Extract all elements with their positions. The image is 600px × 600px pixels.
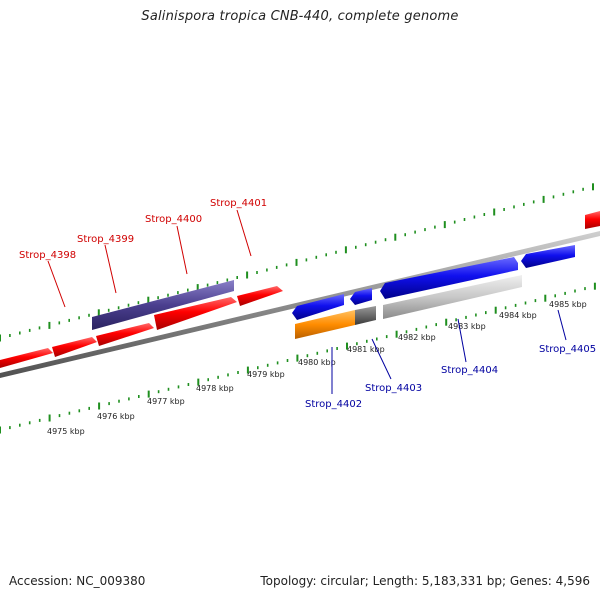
upper-scale-ticks xyxy=(0,183,594,342)
gene-arrow-forward[interactable] xyxy=(585,211,600,229)
gene-strop-4403[interactable] xyxy=(355,306,376,325)
gene-label-strop-4401[interactable]: Strop_4401 xyxy=(210,198,267,209)
map-title: Salinispora tropica CNB-440, complete ge… xyxy=(141,9,459,24)
scale-label: 4981 kbp xyxy=(347,345,385,354)
gene-strop-4402-part[interactable] xyxy=(292,294,344,320)
gene-label-strop-4402[interactable]: Strop_4402 xyxy=(305,399,362,410)
gene-strop-4400[interactable] xyxy=(154,297,237,330)
gene-label-strop-4398[interactable]: Strop_4398 xyxy=(19,250,76,261)
gene-arrow-forward[interactable] xyxy=(0,348,53,368)
scale-label: 4978 kbp xyxy=(196,384,234,393)
scale-label: 4984 kbp xyxy=(499,311,537,320)
leader-line xyxy=(47,260,66,308)
scale-label: 4975 kbp xyxy=(47,427,85,436)
leader-line xyxy=(557,309,567,341)
scale-label: 4977 kbp xyxy=(147,397,185,406)
gene-pseudo[interactable] xyxy=(383,275,522,319)
gene-label-strop-4400[interactable]: Strop_4400 xyxy=(145,214,202,225)
reverse-gene-labels: Strop_4402 Strop_4403 Strop_4404 Strop_4… xyxy=(305,309,596,410)
scale-label: 4976 kbp xyxy=(97,412,135,421)
lower-scale-ticks xyxy=(0,282,596,434)
leader-line xyxy=(236,209,252,257)
accession-text: Accession: NC_009380 xyxy=(9,574,146,588)
gene-strop-4402[interactable] xyxy=(295,310,355,339)
gene-arrow-reverse[interactable] xyxy=(350,288,372,305)
gene-arrow-forward[interactable] xyxy=(52,337,97,357)
gene-label-strop-4403[interactable]: Strop_4403 xyxy=(365,383,422,394)
leader-line xyxy=(104,244,117,294)
gene-strop-4401[interactable] xyxy=(237,286,283,306)
gene-label-strop-4404[interactable]: Strop_4404 xyxy=(441,365,498,376)
genome-summary-text: Topology: circular; Length: 5,183,331 bp… xyxy=(260,574,590,588)
leader-line xyxy=(457,318,467,363)
leader-line xyxy=(371,338,392,380)
gene-label-strop-4405[interactable]: Strop_4405 xyxy=(539,344,596,355)
gene-label-strop-4399[interactable]: Strop_4399 xyxy=(77,234,134,245)
forward-gene-labels: Strop_4398 Strop_4399 Strop_4400 Strop_4… xyxy=(19,198,267,308)
scale-label: 4982 kbp xyxy=(398,333,436,342)
forward-strand-genes xyxy=(0,211,600,368)
scale-label: 4985 kbp xyxy=(549,300,587,309)
scale-label: 4983 kbp xyxy=(448,322,486,331)
gene-strop-4405[interactable] xyxy=(521,245,575,268)
gene-strop-4399[interactable] xyxy=(92,280,234,330)
gene-strop-4404[interactable] xyxy=(380,257,518,299)
leader-line xyxy=(176,225,188,275)
gene-arrow-forward[interactable] xyxy=(96,323,154,346)
genome-backbone xyxy=(0,231,600,378)
scale-label: 4979 kbp xyxy=(247,370,285,379)
reverse-strand-genes xyxy=(292,245,575,339)
scale-label: 4980 kbp xyxy=(298,358,336,367)
scale-labels: 4975 kbp 4976 kbp 4977 kbp 4978 kbp 4979… xyxy=(47,300,587,436)
